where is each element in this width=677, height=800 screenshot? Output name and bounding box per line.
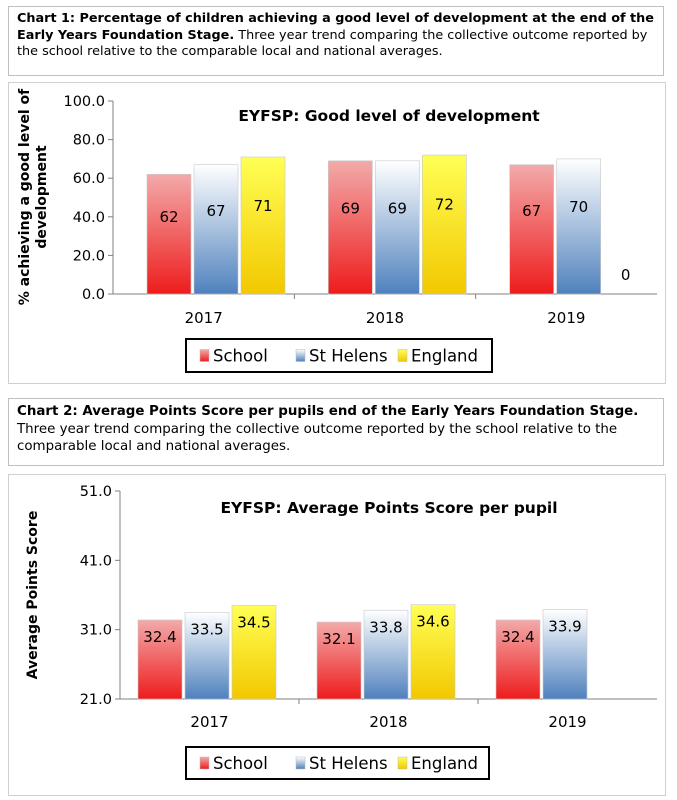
chart-2-bar-school — [495, 619, 541, 700]
chart-1-bar-st-helens — [556, 158, 601, 295]
chart-2-bar-st-helens — [184, 612, 230, 700]
chart-2-y-axis-title: Average Points Score — [25, 511, 41, 680]
chart-1-legend-label: School — [213, 347, 268, 366]
chart-2-y-tick-label: 31.0 — [80, 623, 112, 639]
chart-2-bar-england — [231, 605, 277, 700]
chart-1-data-label: 69 — [341, 199, 360, 217]
chart-1-data-label: 67 — [522, 202, 541, 220]
chart-1-svg: 0.0 20.0 40.0 60.0 80.0 100.0 % achieving a go… — [17, 88, 657, 373]
chart-1-y-tick-label: 100.0 — [63, 94, 105, 110]
chart-1-category-label: 2017 — [185, 309, 223, 327]
chart-1-legend-swatch — [397, 349, 408, 362]
chart-1-legend-label: England — [411, 347, 478, 366]
chart-1-title: EYFSP: Good level of development — [238, 107, 540, 125]
chart-1-legend-swatch — [199, 349, 210, 362]
chart-2-caption-text: Three year trend comparing the collectiv… — [17, 421, 618, 455]
chart-2-legend-label: St Helens — [309, 754, 388, 773]
chart-2-data-label: 34.6 — [416, 613, 449, 631]
chart-2-bar-england — [410, 604, 456, 700]
chart-2-legend-label: School — [213, 754, 268, 773]
chart-2-caption-title: Chart 2: Average Points Score per pupils… — [17, 404, 639, 419]
chart-2-svg: 21.0 31.0 41.0 51.0 Average Points Score EYFS… — [25, 484, 657, 780]
chart-1-caption-title: Chart 1: Percentage of children achievin… — [17, 11, 654, 43]
chart-1-bar-england — [240, 156, 286, 295]
chart-1-data-label: 72 — [435, 196, 454, 214]
chart-1-category-label: 2018 — [366, 309, 404, 327]
chart-2-data-label: 33.8 — [369, 618, 402, 636]
chart-1-bar-school — [146, 174, 192, 295]
chart-1-bar-school — [509, 164, 554, 295]
chart-2-bar-st-helens — [363, 609, 409, 700]
chart-1-bar-st-helens — [193, 164, 239, 295]
chart-1-y-tick-label: 20.0 — [73, 248, 105, 264]
chart-1-y-tick-label: 0.0 — [82, 287, 105, 303]
chart-2-legend-swatch — [295, 756, 306, 770]
chart-1-data-label: 67 — [206, 202, 225, 220]
chart-1-y-tick-label: 80.0 — [73, 133, 105, 149]
chart-1-panel: 0.0 20.0 40.0 60.0 80.0 100.0 % achieving a go… — [8, 82, 666, 384]
chart-2-y-tick-label: 21.0 — [80, 692, 112, 708]
chart-1-bar-school — [328, 160, 373, 295]
chart-2-caption: Chart 2: Average Points Score per pupils… — [8, 398, 664, 466]
chart-1-legend-swatch — [295, 349, 306, 362]
chart-2-data-label: 32.4 — [501, 628, 534, 646]
chart-1-caption: Chart 1: Percentage of children achievin… — [8, 6, 664, 76]
chart-1-bar-st-helens — [375, 160, 420, 295]
chart-1-caption-text: Three year trend comparing the collectiv… — [17, 27, 648, 60]
chart-2-data-label: 34.5 — [237, 613, 270, 631]
chart-1-bar-england — [422, 154, 467, 295]
chart-2-y-tick-label: 51.0 — [80, 484, 112, 500]
chart-2-legend — [185, 746, 490, 780]
chart-1-legend-label: St Helens — [309, 347, 388, 366]
chart-2-data-label: 33.9 — [548, 618, 581, 636]
chart-1-data-label: 0 — [621, 266, 631, 284]
chart-2-title: EYFSP: Average Points Score per pupil — [220, 499, 557, 517]
chart-2-category-label: 2018 — [369, 713, 407, 731]
chart-2-bar-school — [137, 619, 183, 700]
chart-2-legend-swatch — [199, 756, 210, 770]
chart-1-data-label: 70 — [569, 198, 588, 216]
chart-1-y-tick-label: 60.0 — [73, 171, 105, 187]
chart-1-data-label: 62 — [159, 208, 178, 226]
chart-2-category-label: 2017 — [190, 713, 228, 731]
chart-2-legend-label: England — [411, 754, 478, 773]
chart-2-y-tick-label: 41.0 — [80, 553, 112, 569]
chart-1-category-label: 2019 — [547, 309, 585, 327]
chart-1-legend — [185, 338, 493, 373]
chart-1-y-axis-title: % achieving a good level ofdevelopment — [17, 88, 50, 305]
chart-1-data-label: 71 — [253, 197, 272, 215]
chart-2-data-label: 33.5 — [190, 620, 223, 638]
chart-2-bar-school — [316, 621, 362, 700]
chart-2-bar-st-helens — [542, 609, 588, 700]
chart-1-y-tick-label: 40.0 — [73, 210, 105, 226]
chart-2-panel: 21.0 31.0 41.0 51.0 Average Points Score EYFS… — [8, 474, 666, 796]
chart-2-data-label: 32.1 — [322, 630, 355, 648]
chart-1-data-label: 69 — [388, 199, 407, 217]
chart-2-category-label: 2019 — [548, 713, 586, 731]
chart-2-data-label: 32.4 — [143, 628, 176, 646]
chart-2-legend-swatch — [397, 756, 408, 770]
